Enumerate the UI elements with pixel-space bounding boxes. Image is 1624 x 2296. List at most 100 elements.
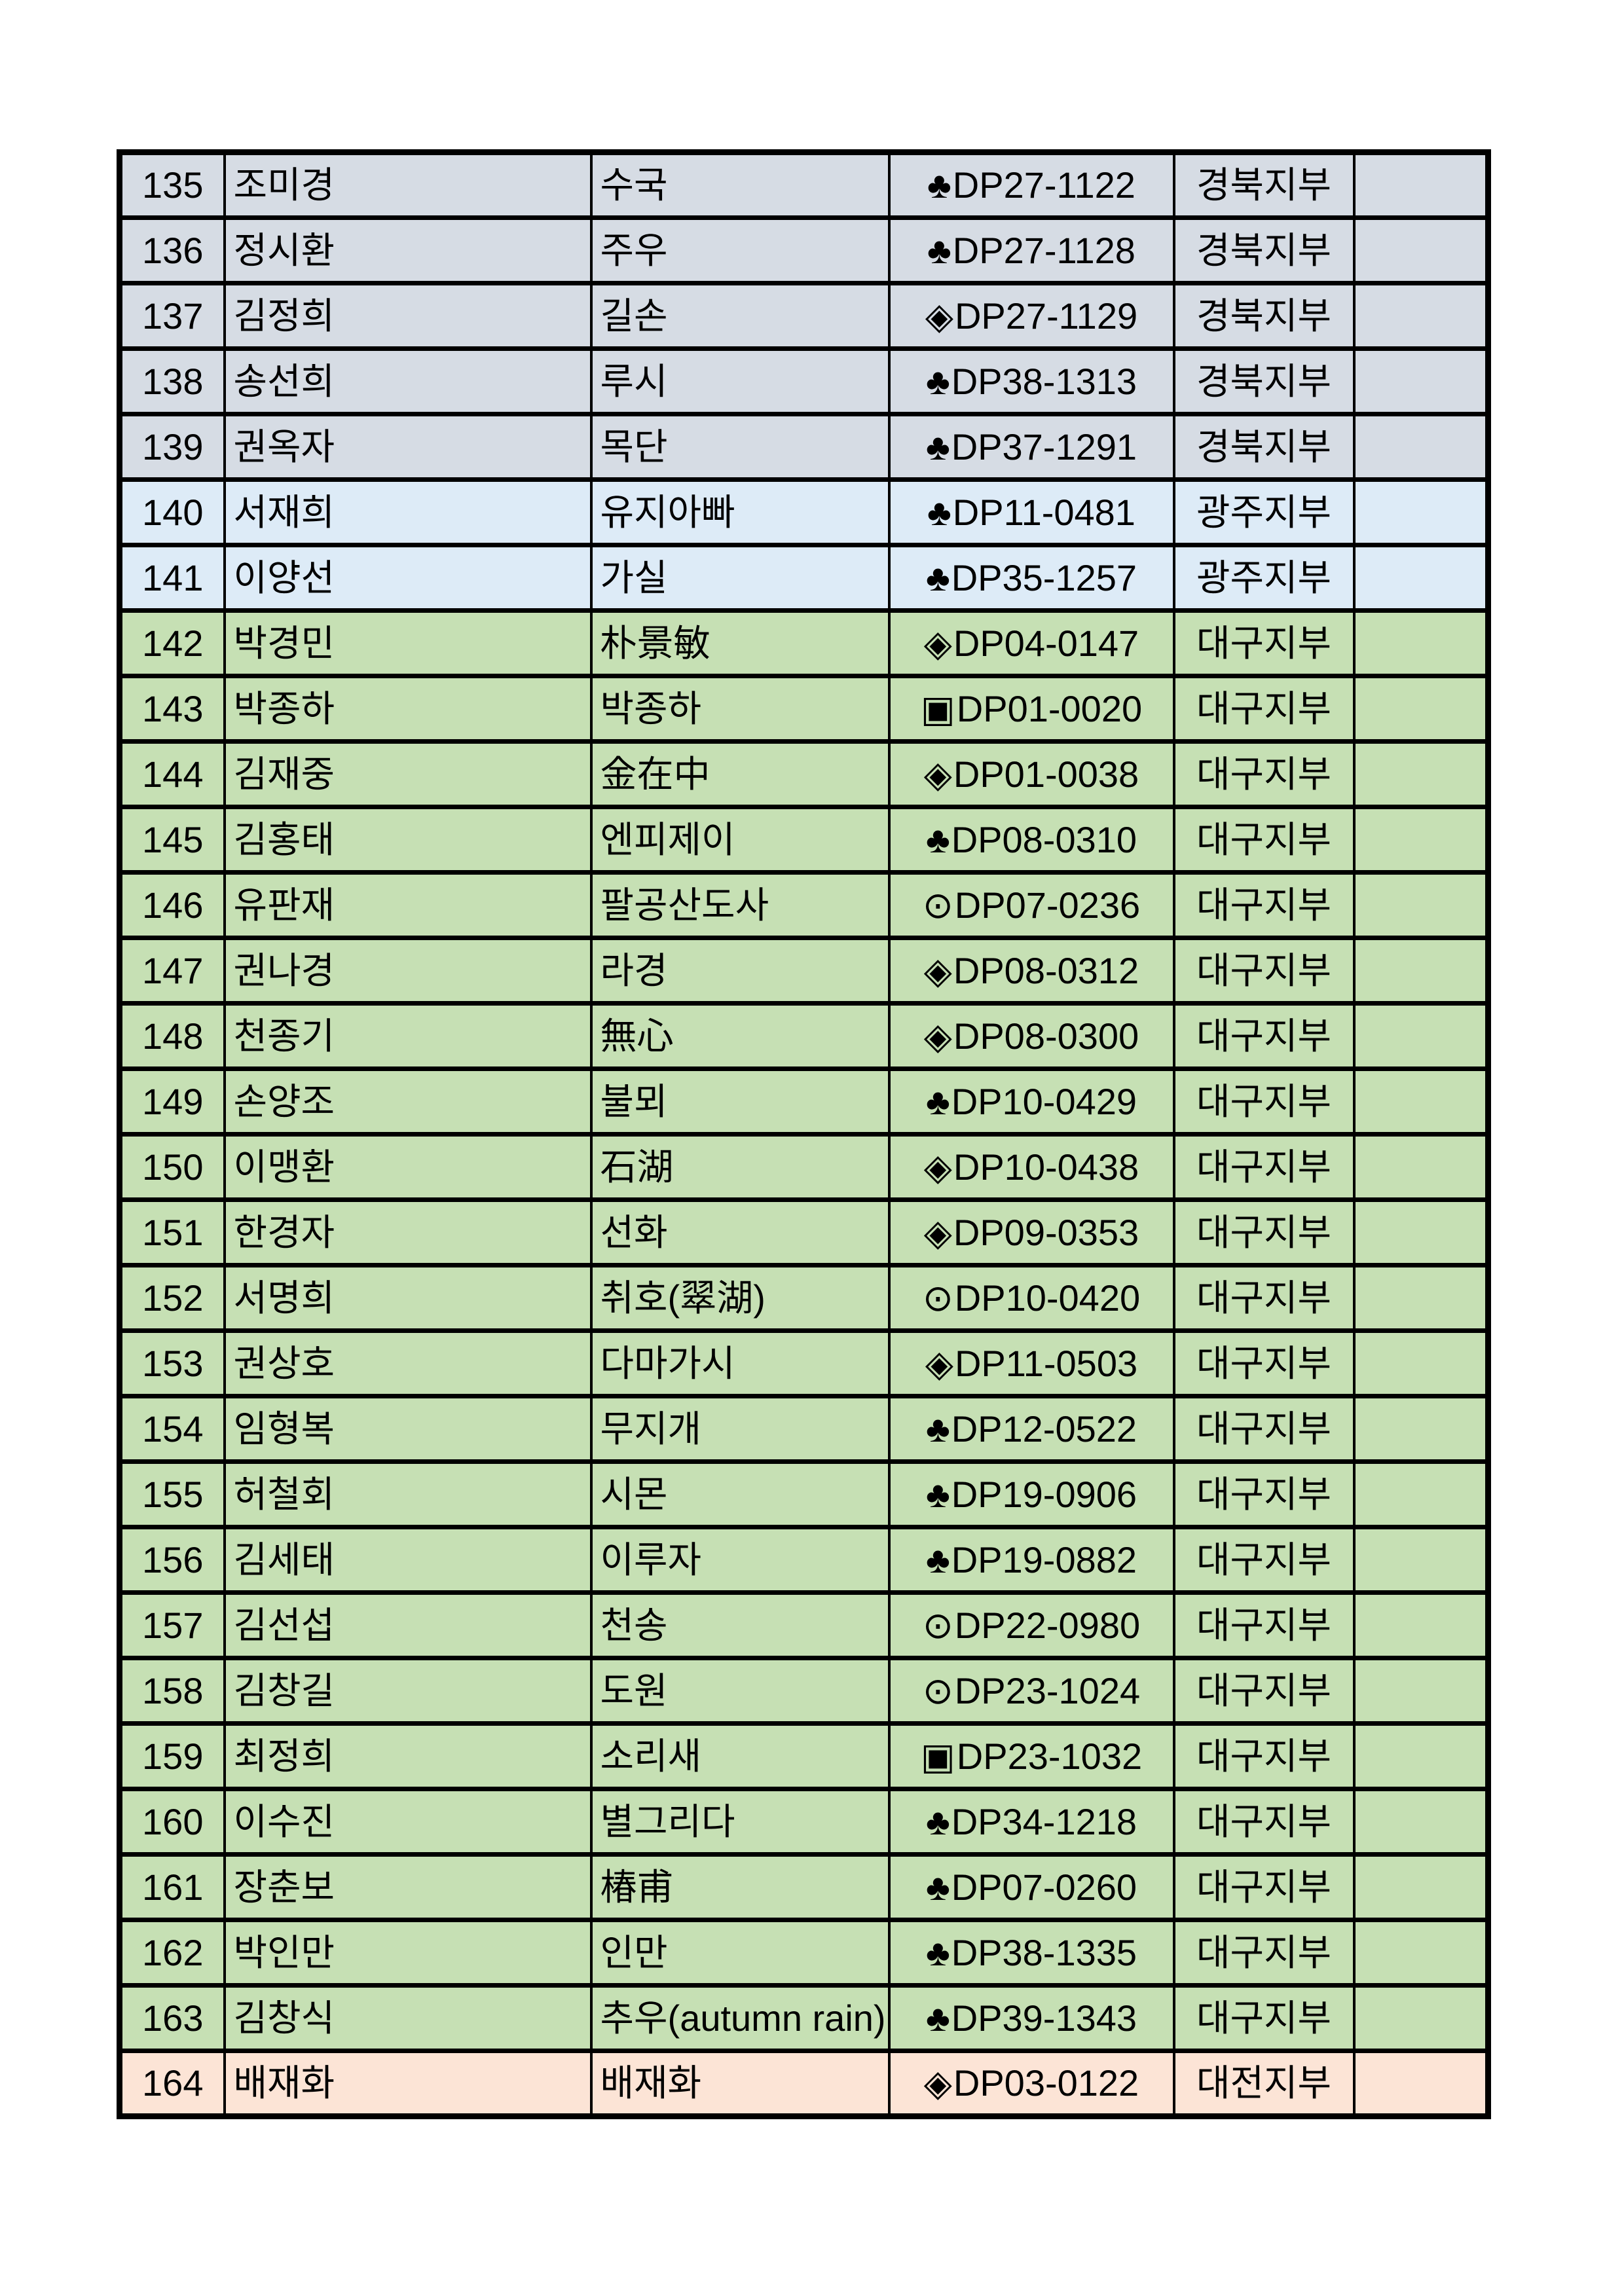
nickname-cell: 라경 [589, 936, 891, 1006]
member-name-cell: 서명희 [223, 1263, 593, 1333]
row-number-cell: 164 [118, 2049, 226, 2119]
row-number-cell: 148 [118, 1001, 226, 1071]
nickname-cell: 도원 [589, 1656, 891, 1726]
member-name-cell: 최정희 [223, 1721, 593, 1791]
note-cell [1352, 674, 1490, 744]
diamond-in-diamond-icon: ◈ [923, 753, 952, 795]
member-code-text: DP39-1343 [951, 1997, 1137, 2039]
row-number-cell: 163 [118, 1983, 226, 2053]
table-row: 147 권나경 라경 ◈DP08-0312 대구지부 [118, 936, 1490, 1006]
nickname-cell: 엔피제이 [589, 805, 891, 875]
table-row: 146 유판재 팔공산도사 ⊙DP07-0236 대구지부 [118, 870, 1490, 940]
member-code-cell: ⊙DP23-1024 [887, 1656, 1175, 1726]
branch-cell: 대구지부 [1172, 739, 1356, 809]
square-in-square-icon: ▣ [920, 687, 955, 729]
row-number-cell: 137 [118, 281, 226, 351]
branch-cell: 대구지부 [1172, 1590, 1356, 1660]
member-code-text: DP38-1313 [951, 360, 1137, 402]
note-cell [1352, 739, 1490, 809]
table-row: 137 김정희 길손 ◈DP27-1129 경북지부 [118, 281, 1490, 351]
branch-cell: 대구지부 [1172, 1459, 1356, 1529]
table-row: 139 권옥자 목단 ♣DP37-1291 경북지부 [118, 412, 1490, 482]
member-code-cell: ♣DP27-1128 [887, 215, 1175, 285]
note-cell [1352, 543, 1490, 613]
member-name-cell: 이맹환 [223, 1132, 593, 1202]
row-number-cell: 157 [118, 1590, 226, 1660]
member-code-cell: ♣DP38-1335 [887, 1918, 1175, 1988]
member-name-cell: 권나경 [223, 936, 593, 1006]
nickname-cell: 불뫼 [589, 1066, 891, 1137]
row-number-cell: 140 [118, 477, 226, 547]
club-suit-icon: ♣ [927, 164, 951, 206]
row-number-cell: 136 [118, 215, 226, 285]
member-code-cell: ♣DP38-1313 [887, 346, 1175, 416]
club-suit-icon: ♣ [925, 1931, 950, 1973]
member-code-cell: ◈DP08-0300 [887, 1001, 1175, 1071]
row-number-cell: 160 [118, 1787, 226, 1857]
member-code-text: DP27-1128 [952, 229, 1135, 271]
branch-cell: 광주지부 [1172, 477, 1356, 547]
table-row: 140 서재희 유지아빠 ♣DP11-0481 광주지부 [118, 477, 1490, 547]
member-code-text: DP27-1122 [952, 164, 1135, 206]
branch-cell: 대구지부 [1172, 1852, 1356, 1922]
table-row: 158 김창길 도원 ⊙DP23-1024 대구지부 [118, 1656, 1490, 1726]
row-number-cell: 152 [118, 1263, 226, 1333]
nickname-cell: 유지아빠 [589, 477, 891, 547]
table-row: 164 배재화 배재화 ◈DP03-0122 대전지부 [118, 2049, 1490, 2119]
table-row: 142 박경민 朴景敏 ◈DP04-0147 대구지부 [118, 608, 1490, 678]
member-code-cell: ▣DP23-1032 [887, 1721, 1175, 1791]
row-number-cell: 156 [118, 1525, 226, 1595]
nickname-cell: 별그리다 [589, 1787, 891, 1857]
diamond-in-diamond-icon: ◈ [923, 949, 952, 991]
table-row: 157 김선섭 천송 ⊙DP22-0980 대구지부 [118, 1590, 1490, 1660]
branch-cell: 대구지부 [1172, 1787, 1356, 1857]
member-name-cell: 배재화 [223, 2049, 593, 2119]
member-name-cell: 김창길 [223, 1656, 593, 1726]
table-row: 150 이맹환 石湖 ◈DP10-0438 대구지부 [118, 1132, 1490, 1202]
member-code-cell: ⊙DP22-0980 [887, 1590, 1175, 1660]
member-name-cell: 허철회 [223, 1459, 593, 1529]
member-code-cell: ♣DP11-0481 [887, 477, 1175, 547]
table-row: 156 김세태 이루자 ♣DP19-0882 대구지부 [118, 1525, 1490, 1595]
note-cell [1352, 1656, 1490, 1726]
member-name-cell: 박종하 [223, 674, 593, 744]
diamond-in-diamond-icon: ◈ [925, 295, 953, 337]
nickname-cell: 시몬 [589, 1459, 891, 1529]
row-number-cell: 143 [118, 674, 226, 744]
table-row: 136 정시환 주우 ♣DP27-1128 경북지부 [118, 215, 1490, 285]
member-name-cell: 권상호 [223, 1328, 593, 1398]
member-name-cell: 조미경 [223, 150, 593, 220]
branch-cell: 대구지부 [1172, 1721, 1356, 1791]
table-row: 144 김재중 金在中 ◈DP01-0038 대구지부 [118, 739, 1490, 809]
member-code-cell: ♣DP37-1291 [887, 412, 1175, 482]
member-code-cell: ⊙DP07-0236 [887, 870, 1175, 940]
nickname-cell: 이루자 [589, 1525, 891, 1595]
member-code-cell: ♣DP08-0310 [887, 805, 1175, 875]
note-cell [1352, 1328, 1490, 1398]
diamond-in-diamond-icon: ◈ [925, 1342, 953, 1384]
club-suit-icon: ♣ [925, 818, 950, 860]
member-code-text: DP10-0429 [951, 1080, 1137, 1122]
member-name-cell: 김홍태 [223, 805, 593, 875]
diamond-in-diamond-icon: ◈ [923, 1015, 952, 1057]
note-cell [1352, 2049, 1490, 2119]
nickname-cell: 천송 [589, 1590, 891, 1660]
member-code-text: DP11-0503 [954, 1342, 1138, 1384]
note-cell [1352, 477, 1490, 547]
row-number-cell: 153 [118, 1328, 226, 1398]
note-cell [1352, 608, 1490, 678]
member-name-cell: 김정희 [223, 281, 593, 351]
branch-cell: 대구지부 [1172, 1328, 1356, 1398]
member-code-cell: ▣DP01-0020 [887, 674, 1175, 744]
branch-cell: 경북지부 [1172, 412, 1356, 482]
note-cell [1352, 215, 1490, 285]
row-number-cell: 141 [118, 543, 226, 613]
member-code-text: DP07-0236 [954, 884, 1141, 926]
row-number-cell: 161 [118, 1852, 226, 1922]
member-name-cell: 김세태 [223, 1525, 593, 1595]
club-suit-icon: ♣ [925, 1408, 950, 1449]
branch-cell: 대구지부 [1172, 1001, 1356, 1071]
member-code-cell: ◈DP03-0122 [887, 2049, 1175, 2119]
branch-cell: 대구지부 [1172, 1263, 1356, 1333]
member-code-text: DP01-0020 [956, 687, 1143, 729]
